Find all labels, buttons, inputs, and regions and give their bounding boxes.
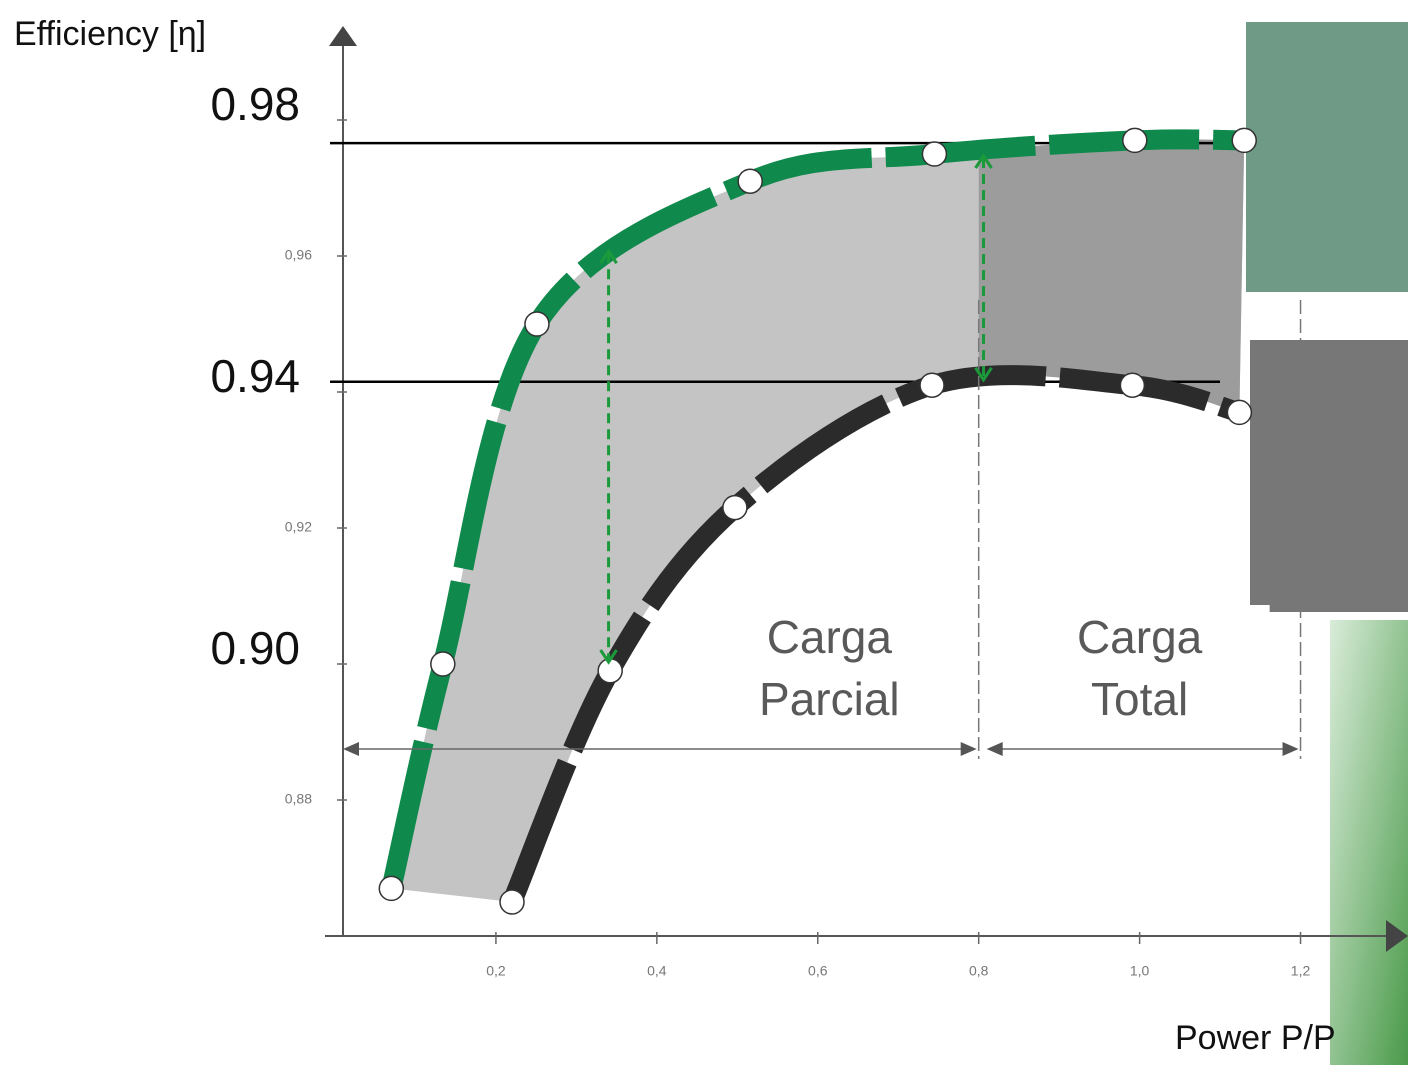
y-tick-label: 0,92: [285, 519, 312, 535]
data-point: [1120, 373, 1144, 397]
data-point: [1232, 128, 1256, 152]
data-point: [598, 659, 622, 683]
y-axis-label: Efficiency [η]: [14, 15, 206, 53]
region-label: Total: [1091, 673, 1188, 725]
data-point: [431, 652, 455, 676]
data-point: [1123, 128, 1147, 152]
y-tick-label: 0,96: [285, 247, 312, 263]
background-decoration: [1330, 620, 1408, 1065]
data-point: [525, 312, 549, 336]
region-label: Parcial: [759, 673, 900, 725]
y-tick-label: 0,88: [285, 791, 312, 807]
data-point: [1227, 400, 1251, 424]
data-point: [922, 142, 946, 166]
data-point: [738, 169, 762, 193]
x-tick-label: 1,0: [1130, 963, 1150, 979]
x-tick-label: 0,4: [647, 963, 667, 979]
x-tick-label: 0,2: [486, 963, 506, 979]
x-tick-label: 1,2: [1291, 963, 1311, 979]
region-label: Carga: [1077, 611, 1203, 663]
y-axis-arrow: [329, 26, 357, 46]
region-label: Carga: [767, 611, 893, 663]
data-point: [920, 373, 944, 397]
y-tick-label: 0.98: [210, 78, 300, 130]
data-point: [723, 496, 747, 520]
x-axis-label: Power P/P: [1175, 1019, 1336, 1057]
y-tick-label: 0.94: [210, 350, 300, 402]
photo-motor-gray: [1250, 340, 1408, 612]
data-point: [379, 876, 403, 900]
chart: Efficiency [η] Power P/P 0.98 0,96 0.94 0,9…: [0, 0, 1408, 1065]
x-tick-label: 0,8: [969, 963, 989, 979]
x-tick-label: 0,6: [808, 963, 828, 979]
y-tick-label: 0.90: [210, 622, 300, 674]
photo-motor-green: [1246, 22, 1408, 292]
data-point: [500, 890, 524, 914]
